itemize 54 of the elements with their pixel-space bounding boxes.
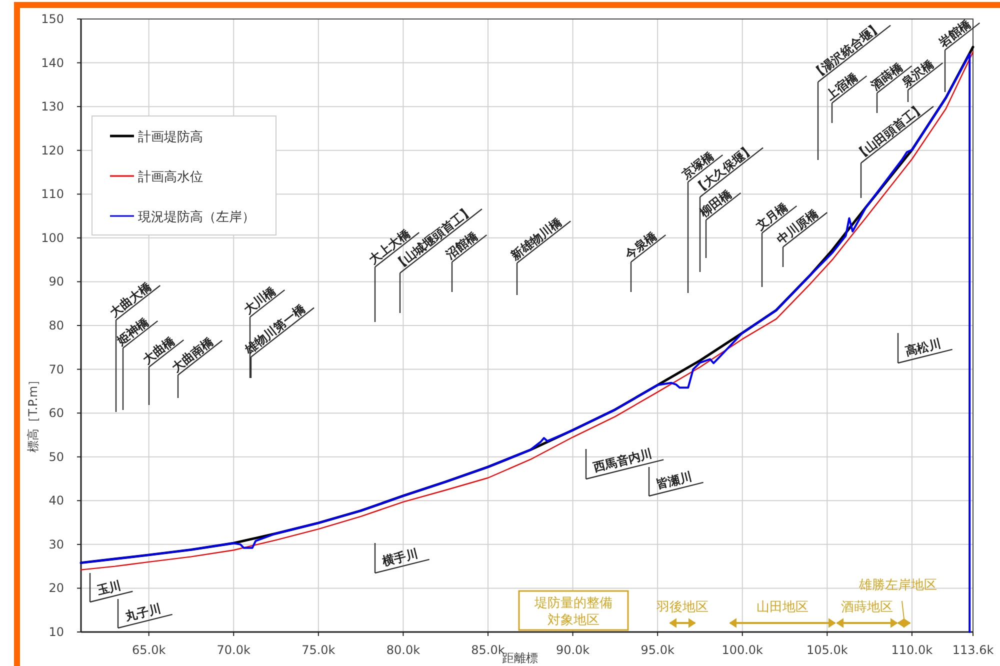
x-tick-label: 105.0k [806,643,848,657]
y-tick-label: 80 [48,318,64,332]
annotation: 堤防量的整備 [534,596,612,611]
annotation: 雄勝左岸地区 [859,578,937,593]
x-tick-label: 80.0k [386,643,420,657]
annotation: 対象地区 [548,613,600,628]
x-tick-label: 70.0k [216,643,251,657]
annotation: 大川橋 [241,283,280,317]
y-tick-label: 130 [41,100,64,114]
y-axis-title: 標高［T.P.m］ [26,374,40,452]
annotation: 新雄物川橋 [508,215,571,295]
y-tick-label: 40 [48,494,64,508]
y-tick-label: 90 [48,274,64,289]
annotation: 玉川 [94,578,123,598]
annotation: 岩館橋 [936,16,980,92]
y-tick-label: 100 [41,230,64,245]
annotation: 新雄物川橋 [508,214,566,264]
x-tick-label: 110.0k [891,643,933,657]
y-tick-label: 10 [48,625,64,639]
y-tick-label: 110 [41,187,64,202]
x-tick-label: 113.6k [952,643,994,657]
annotation: 岩館橋 [936,16,974,51]
x-tick-label: 75.0k [302,643,336,657]
y-tick-label: 60 [48,406,64,420]
y-tick-label: 20 [48,581,64,596]
y-tick-label: 150 [41,12,64,26]
annotation: 横手川 [380,546,420,569]
legend-label: 計画高水位 [138,169,203,185]
annotation: 酒蒔地区 [841,600,893,615]
annotation: 今泉橋 [622,228,660,263]
annotation: 山田地区 [756,600,808,615]
annotation: 高松川 [897,333,952,364]
annotation: 丸子川 [117,599,172,629]
annotation: 玉川 [89,573,133,603]
x-tick-label: 65.0k [132,643,166,657]
annotation: 【山田頭首工】 [852,100,934,198]
x-tick-label: 100.0k [722,643,764,657]
y-tick-label: 70 [48,362,64,376]
annotation: 高松川 [904,336,942,359]
x-axis-title: 距離標 [502,651,538,665]
y-tick-label: 140 [41,56,64,70]
annotation: 今泉橋 [622,228,666,292]
y-tick-label: 50 [48,450,64,464]
annotation: 【山田頭首工】 [852,100,928,163]
x-tick-label: 95.0k [640,643,674,657]
annotation: 皆瀬川 [648,467,704,497]
y-tick-label: 30 [48,537,64,552]
y-tick-label: 120 [41,143,64,158]
x-tick-label: 90.0k [556,643,590,657]
annotation: 羽後地区 [656,600,708,615]
legend-label: 現況堤防高（左岸） [138,209,255,225]
annotation: 横手川 [374,543,430,574]
annotation: 丸子川 [122,601,162,624]
legend-label: 計画堤防高 [138,129,203,145]
